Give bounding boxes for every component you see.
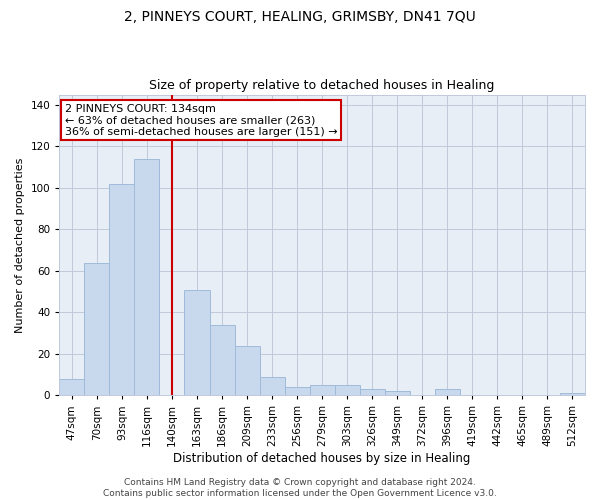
- Bar: [560, 393, 585, 396]
- Bar: [209, 325, 235, 396]
- Bar: [360, 389, 385, 396]
- Title: Size of property relative to detached houses in Healing: Size of property relative to detached ho…: [149, 79, 495, 92]
- Bar: [85, 262, 109, 396]
- Bar: [385, 391, 410, 396]
- Bar: [184, 290, 209, 396]
- Bar: [59, 378, 85, 396]
- Text: 2 PINNEYS COURT: 134sqm
← 63% of detached houses are smaller (263)
36% of semi-d: 2 PINNEYS COURT: 134sqm ← 63% of detache…: [65, 104, 337, 137]
- Text: 2, PINNEYS COURT, HEALING, GRIMSBY, DN41 7QU: 2, PINNEYS COURT, HEALING, GRIMSBY, DN41…: [124, 10, 476, 24]
- Y-axis label: Number of detached properties: Number of detached properties: [15, 157, 25, 332]
- Bar: [435, 389, 460, 396]
- Text: Contains HM Land Registry data © Crown copyright and database right 2024.
Contai: Contains HM Land Registry data © Crown c…: [103, 478, 497, 498]
- Bar: [235, 346, 260, 396]
- Bar: [284, 387, 310, 396]
- Bar: [134, 159, 160, 396]
- Bar: [335, 385, 360, 396]
- Bar: [310, 385, 335, 396]
- Bar: [109, 184, 134, 396]
- X-axis label: Distribution of detached houses by size in Healing: Distribution of detached houses by size …: [173, 452, 471, 465]
- Bar: [260, 376, 284, 396]
